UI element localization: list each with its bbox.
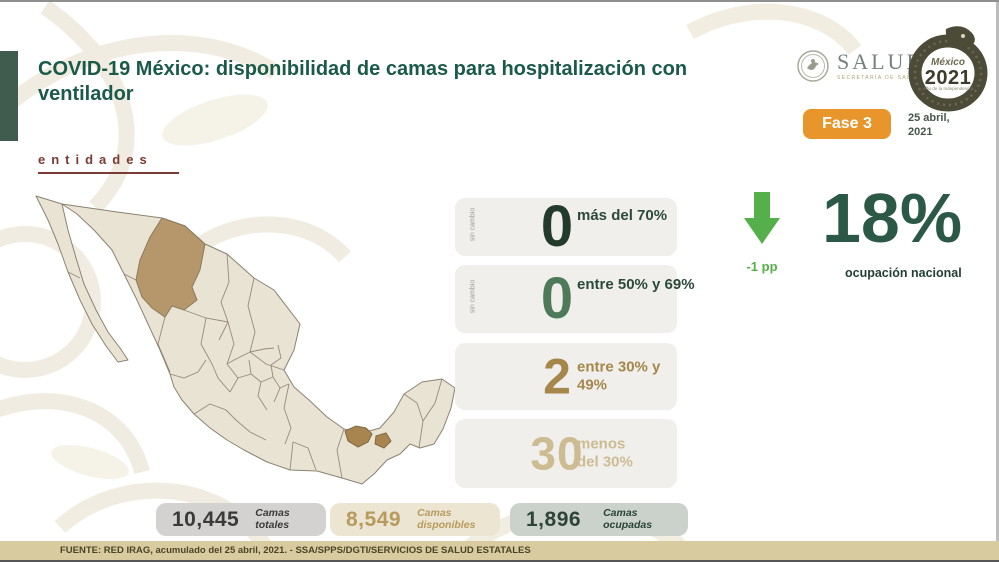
category-count: 0 [540,193,574,259]
mexico-states-map [35,195,456,485]
category-label: más del 70% [577,207,668,224]
occupied-beds-pill: 1,896 Camas ocupadas [510,503,688,536]
map-highlight-state-southeast [344,425,392,449]
total-beds-label: Camas totales [255,506,290,531]
category-label: entre 30% y 49% [577,357,661,394]
national-occupancy-value: 18% [822,179,963,257]
total-beds-value: 10,445 [172,507,240,531]
map-mainland [61,203,456,485]
mexico-2021-subtitle: Año de la Independencia [923,86,973,91]
source-footer: FUENTE: RED IRAG, acumulado del 25 abril… [0,541,999,560]
category-card-menos-30: 30 menos del 30% [455,419,677,488]
arrow-down-icon [744,192,780,244]
change-note: sin cambio [469,207,477,242]
salud-logo-subtitle: SECRETARÍA DE SALUD [837,75,922,81]
national-occupancy-label: ocupación nacional [845,266,962,280]
available-beds-pill: 8,549 Camas disponibles [330,503,500,536]
category-count: 30 [530,426,584,479]
map-baja-peninsula [35,195,129,363]
category-count: 2 [543,348,571,404]
map-state-borders [67,253,443,479]
occupied-beds-value: 1,896 [526,507,582,531]
mexico-2021-year: 2021 [924,67,972,89]
salud-seal-icon [797,50,829,82]
map-highlight-state-north [135,217,206,318]
category-card-50-69: sin cambio 0 entre 50% y 69% [455,265,695,333]
salud-logo: SALUD SECRETARÍA DE SALUD [795,48,925,84]
source-text: FUENTE: RED IRAG, acumulado del 25 abril… [60,545,531,556]
category-card-30-49: 2 entre 30% y 49% [455,343,677,410]
page-title: COVID-19 México: disponibilidad de camas… [38,58,688,105]
total-beds-pill: 10,445 Camas totales [156,503,326,536]
category-card-mas-70: sin cambio 0 más del 70% [455,193,677,259]
category-label: entre 50% y 69% [577,276,695,293]
salud-logo-name: SALUD [837,49,926,74]
slide-right-border [996,2,999,562]
title-accent-bar [0,51,18,141]
national-change-value: -1 pp [746,259,778,274]
category-label: menos del 30% [577,434,633,471]
date-label: 25 abril, 2021 [908,112,950,139]
occupied-beds-label: Camas ocupadas [603,506,653,531]
change-note: sin cambio [469,279,477,314]
mexico-2021-word: México [931,57,965,68]
available-beds-value: 8,549 [346,507,402,531]
category-count: 0 [540,265,574,331]
slide-bottom-border [0,560,999,562]
mexico-2021-logo: México 2021 Año de la Independencia [903,26,993,114]
phase-badge: Fase 3 [803,109,891,139]
national-change: -1 pp [742,192,782,274]
available-beds-label: Camas disponibles [417,506,476,531]
quetzalcoatl-ring-icon [908,26,988,112]
section-label-entidades: entidades [38,152,179,174]
